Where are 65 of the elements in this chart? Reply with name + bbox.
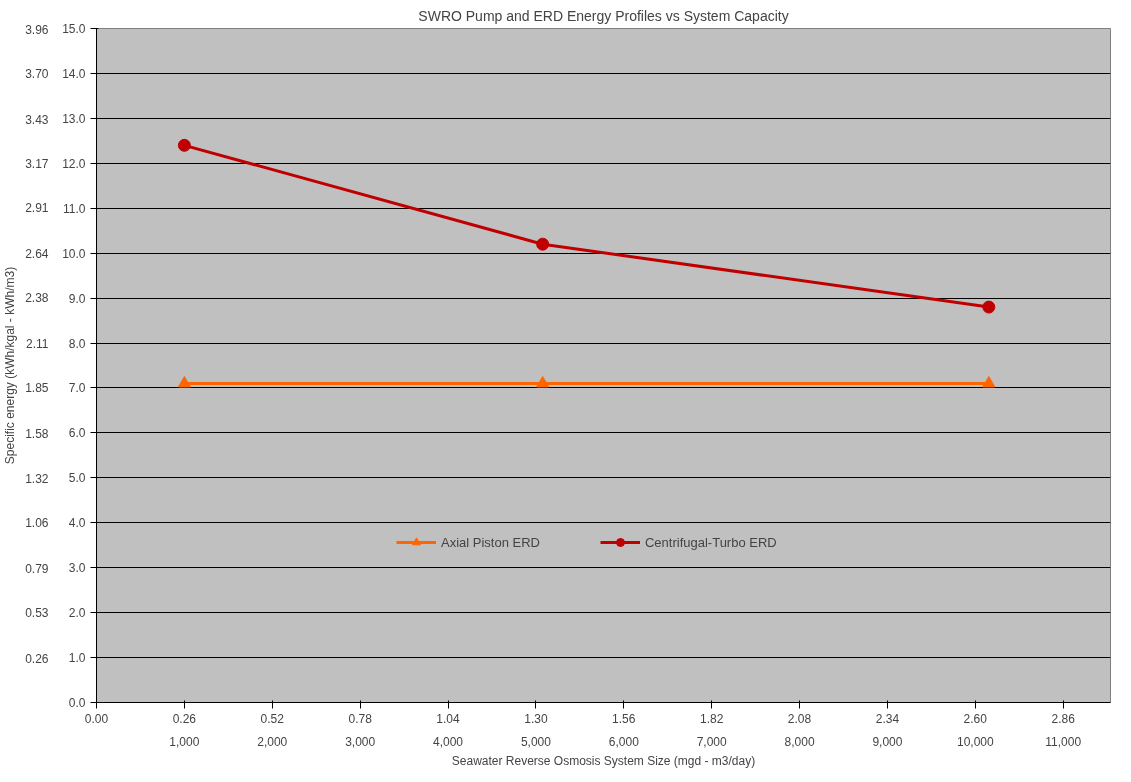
y2-tick-label: 0.79 xyxy=(25,561,49,576)
x2-tick-label: 9,000 xyxy=(872,734,903,749)
y2-tick-label: 2.91 xyxy=(25,201,49,216)
y2-tick-label: 0.26 xyxy=(25,651,49,666)
y-tick-label: 5.0 xyxy=(68,471,86,486)
point xyxy=(982,300,996,314)
y-tick-label: 15.0 xyxy=(62,22,86,36)
y2-axis-title: Specific energy (kWh/kgal - kWh/m3) xyxy=(3,266,18,465)
y-tick-label: 4.0 xyxy=(68,516,86,531)
x-tick-label: 1.30 xyxy=(524,711,548,726)
point xyxy=(982,376,996,388)
point xyxy=(177,376,191,388)
y-tick-label: 7.0 xyxy=(68,381,86,396)
x2-tick-label: 3,000 xyxy=(345,734,376,749)
y2-tick-label: 3.17 xyxy=(25,156,49,171)
x-tick-label: 1.82 xyxy=(699,711,724,726)
y-tick-label: 9.0 xyxy=(68,291,86,306)
y-tick-label: 13.0 xyxy=(62,111,86,126)
x-tick-label: 0.00 xyxy=(84,711,109,726)
y2-tick-label: 2.38 xyxy=(25,291,49,306)
point xyxy=(177,138,191,152)
y-tick-label: 10.0 xyxy=(62,246,86,261)
x-tick-label: 0.78 xyxy=(348,711,373,726)
x2-tick-label: 8,000 xyxy=(784,734,815,749)
legend-label: Centrifugal-Turbo ERD xyxy=(644,534,777,550)
y2-tick-label: 3.70 xyxy=(25,66,49,81)
y-tick-label: 6.0 xyxy=(68,426,86,441)
y2-tick-label: 2.64 xyxy=(25,247,49,262)
y2-tick-label: 2.11 xyxy=(26,337,49,352)
y-tick-label: 0.0 xyxy=(68,696,86,710)
x-tick-label: 2.08 xyxy=(787,711,812,726)
y-tick-label: 3.0 xyxy=(68,561,86,576)
point xyxy=(536,237,550,251)
x2-tick-label: 11,000 xyxy=(1045,734,1082,749)
x2-tick-label: 2,000 xyxy=(257,734,288,749)
y2-tick-label: 0.53 xyxy=(25,605,49,620)
y2-tick-label: 1.32 xyxy=(25,471,49,486)
y-tick-label: 1.0 xyxy=(68,651,86,666)
y2-tick-label: 1.85 xyxy=(25,381,49,396)
x2-tick-label: 6,000 xyxy=(608,734,640,749)
x-axis-title: Seawater Reverse Osmosis System Size (mgd - m3/day) xyxy=(451,753,756,768)
y-tick-label: 2.0 xyxy=(68,606,86,621)
x2-tick-label: 4,000 xyxy=(433,734,464,749)
y2-tick-label: 3.96 xyxy=(25,22,49,37)
x2-tick-label: 10,000 xyxy=(956,734,995,749)
y2-tick-label: 1.58 xyxy=(25,427,49,442)
point xyxy=(536,376,550,388)
x2-tick-label: 5,000 xyxy=(520,734,552,749)
y-tick-label: 11.0 xyxy=(63,201,86,216)
legend-label: Axial Piston ERD xyxy=(441,534,540,550)
x-tick-label: 2.34 xyxy=(875,711,900,726)
x-tick-label: 1.04 xyxy=(436,711,461,726)
x-tick-label: 0.52 xyxy=(260,711,285,726)
y-tick-label: 14.0 xyxy=(62,66,86,81)
x-tick-label: 1.56 xyxy=(612,711,636,726)
x-tick-label: 0.26 xyxy=(172,711,197,726)
y2-tick-label: 1.06 xyxy=(25,515,49,530)
chart-title: SWRO Pump and ERD Energy Profiles vs System Capacity xyxy=(418,7,789,24)
x-tick-label: 2.60 xyxy=(963,711,988,726)
x-tick-label: 2.86 xyxy=(1051,711,1076,726)
y2-tick-label: 3.43 xyxy=(25,112,49,127)
x2-tick-label: 7,000 xyxy=(696,734,728,749)
y-tick-label: 8.0 xyxy=(68,336,86,351)
x2-tick-label: 1,000 xyxy=(169,734,200,749)
y-tick-label: 12.0 xyxy=(62,156,86,171)
